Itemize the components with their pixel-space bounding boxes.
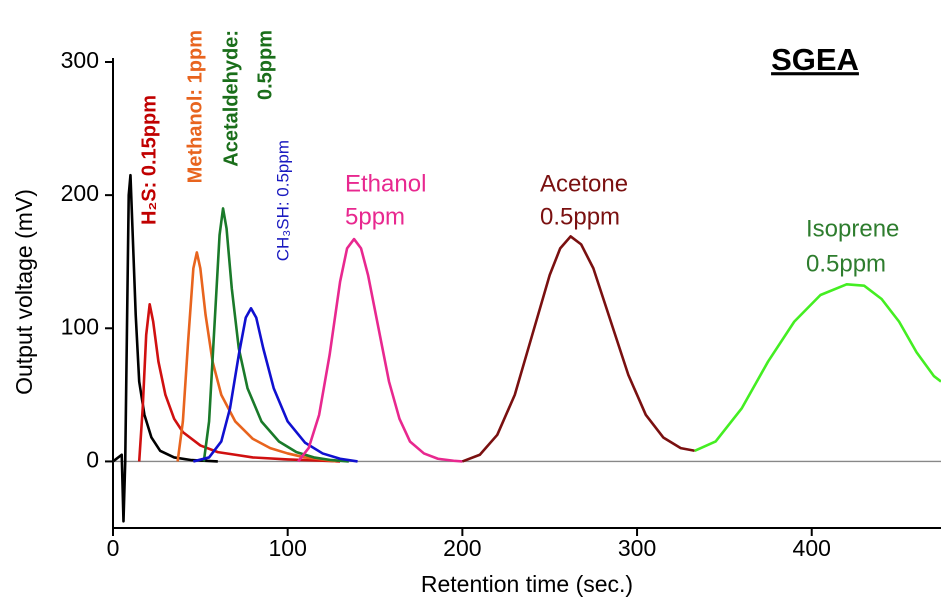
- series-line: [176, 251, 337, 463]
- y-tick-label: 100: [61, 313, 99, 339]
- y-tick-label: 300: [61, 47, 99, 73]
- y-axis-title: Output voltage (mV): [11, 189, 37, 395]
- y-tick-label: 200: [61, 180, 99, 206]
- x-tick-label: 100: [268, 535, 306, 561]
- series-label: 0.5ppm: [254, 30, 276, 100]
- series-line: [193, 307, 358, 463]
- series-label: H₂S: 0.15ppm: [138, 95, 160, 225]
- series-label: 5ppm: [345, 203, 405, 230]
- series-label: Acetone: [540, 170, 628, 197]
- x-tick-label: 300: [618, 535, 656, 561]
- x-tick-label: 0: [107, 535, 120, 561]
- series-line: [461, 235, 695, 463]
- series-label: 0.5ppm: [540, 203, 620, 230]
- series-line: [297, 237, 463, 463]
- x-tick-label: 200: [443, 535, 481, 561]
- series-line: [137, 303, 341, 463]
- series-line: [113, 173, 218, 523]
- series-line: [694, 283, 941, 452]
- series-label: 0.5ppm: [806, 250, 886, 277]
- chart-title: SGEA: [771, 42, 859, 77]
- series-label: Isoprene: [806, 215, 899, 242]
- y-tick-label: 0: [86, 447, 99, 473]
- series-label: CH₃SH: 0.5ppm: [273, 140, 292, 261]
- series-label: Acetaldehyde:: [220, 30, 242, 167]
- series-label: Methanol: 1ppm: [184, 30, 206, 183]
- series-label: Ethanol: [345, 170, 426, 197]
- x-axis-title: Retention time (sec.): [421, 571, 633, 597]
- x-tick-label: 400: [793, 535, 831, 561]
